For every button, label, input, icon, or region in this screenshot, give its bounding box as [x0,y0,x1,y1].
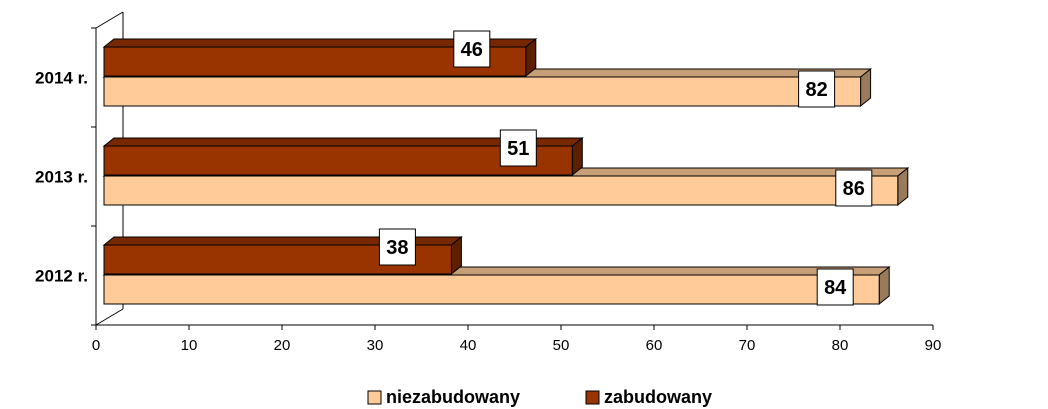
legend-item: zabudowany [585,387,712,407]
chart-bars [102,37,910,306]
bar-front-face [103,274,880,305]
bar-front-face [103,76,862,107]
x-tick-label: 10 [181,337,198,354]
x-tick-label: 80 [832,337,849,354]
data-label-niezabudowany-box [816,268,854,306]
data-label-niezabudowany-box [798,70,836,108]
category-label: 2014 r. [35,69,88,88]
chart-legend: niezabudowany zabudowany [367,387,712,407]
bar-front-face [103,175,899,206]
data-label-zabudowany-box [453,30,491,68]
x-tick-label: 90 [925,337,942,354]
bar-zabudowany [102,136,584,177]
data-label-zabudowany-box [499,129,537,167]
legend-item: niezabudowany [367,387,520,407]
bar-front-face [103,145,573,176]
data-label-niezabudowany: 82 [805,79,827,101]
x-tick-label: 60 [646,337,663,354]
legend-label: niezabudowany [386,387,520,407]
data-label-niezabudowany: 86 [843,178,865,200]
x-tick-label: 0 [92,337,100,354]
data-label-zabudowany: 46 [461,39,483,61]
data-label-zabudowany-box [378,228,416,266]
top-edge [95,11,124,29]
category-label: 2013 r. [35,168,88,187]
data-label-zabudowany: 38 [386,237,408,259]
data-label-zabudowany: 51 [507,138,529,160]
floor-edge [95,308,124,326]
x-tick-label: 30 [367,337,384,354]
data-label-niezabudowany: 84 [824,277,847,299]
x-tick-label: 70 [739,337,756,354]
legend-swatch [367,390,382,405]
data-label-niezabudowany-box [835,169,873,207]
category-label: 2012 r. [35,267,88,286]
x-tick-label: 20 [274,337,291,354]
x-tick-label: 50 [553,337,570,354]
chart-labels: 0 10 20 30 40 50 60 70 80 90 38 84 2012 r. 51 86 2013 r… [35,30,942,354]
legend-swatch [585,390,600,405]
x-tick-label: 40 [460,337,477,354]
legend-label: zabudowany [604,387,712,407]
